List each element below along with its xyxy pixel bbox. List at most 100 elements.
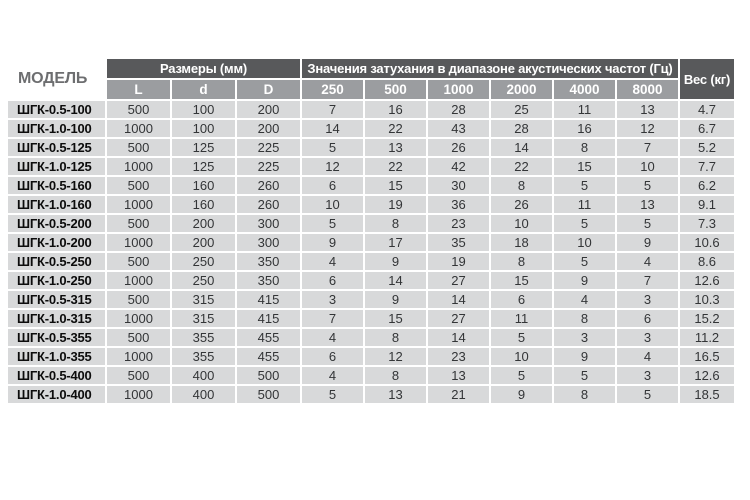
table-row: ШГК-1.0-160 1000 160 260 10 19 36 26 11 13 9.1	[8, 196, 734, 213]
value-cell: 14	[302, 120, 363, 137]
model-cell: ШГК-1.0-250	[8, 272, 105, 289]
value-cell: 250	[172, 272, 235, 289]
table-row: ШГК-1.0-250 1000 250 350 6 14 27 15 9 7 12.6	[8, 272, 734, 289]
value-cell: 35	[428, 234, 489, 251]
value-cell: 11	[554, 101, 615, 118]
value-cell: 9	[365, 253, 426, 270]
value-cell: 13	[365, 139, 426, 156]
model-cell: ШГК-0.5-100	[8, 101, 105, 118]
value-cell: 6.7	[680, 120, 734, 137]
value-cell: 225	[237, 139, 300, 156]
value-cell: 455	[237, 348, 300, 365]
value-cell: 125	[172, 158, 235, 175]
value-cell: 7	[302, 101, 363, 118]
model-cell: ШГК-1.0-160	[8, 196, 105, 213]
value-cell: 22	[365, 158, 426, 175]
value-cell: 5	[554, 215, 615, 232]
value-cell: 8	[491, 253, 552, 270]
value-cell: 1000	[107, 196, 170, 213]
value-cell: 10	[554, 234, 615, 251]
table-row: ШГК-0.5-315 500 315 415 3 9 14 6 4 3 10.3	[8, 291, 734, 308]
value-cell: 17	[365, 234, 426, 251]
model-cell: ШГК-0.5-400	[8, 367, 105, 384]
table-row: ШГК-1.0-125 1000 125 225 12 22 42 22 15 10 7.7	[8, 158, 734, 175]
value-cell: 10	[491, 215, 552, 232]
value-cell: 5	[302, 386, 363, 403]
value-cell: 350	[237, 253, 300, 270]
value-cell: 8.6	[680, 253, 734, 270]
value-cell: 25	[491, 101, 552, 118]
value-cell: 415	[237, 310, 300, 327]
value-cell: 415	[237, 291, 300, 308]
value-cell: 12	[365, 348, 426, 365]
value-cell: 4.7	[680, 101, 734, 118]
value-cell: 14	[428, 329, 489, 346]
value-cell: 315	[172, 310, 235, 327]
model-cell: ШГК-0.5-355	[8, 329, 105, 346]
value-cell: 200	[172, 234, 235, 251]
model-cell: ШГК-0.5-160	[8, 177, 105, 194]
value-cell: 15.2	[680, 310, 734, 327]
freq-col-header-2000: 2000	[491, 80, 552, 99]
value-cell: 4	[617, 253, 678, 270]
value-cell: 5	[491, 329, 552, 346]
value-cell: 355	[172, 329, 235, 346]
value-cell: 100	[172, 120, 235, 137]
value-cell: 22	[491, 158, 552, 175]
table-row: ШГК-0.5-125 500 125 225 5 13 26 14 8 7 5.2	[8, 139, 734, 156]
value-cell: 26	[491, 196, 552, 213]
value-cell: 500	[107, 253, 170, 270]
value-cell: 500	[107, 291, 170, 308]
value-cell: 5	[617, 215, 678, 232]
table-row: ШГК-1.0-400 1000 400 500 5 13 21 9 8 5 18.5	[8, 386, 734, 403]
value-cell: 200	[237, 101, 300, 118]
value-cell: 9.1	[680, 196, 734, 213]
value-cell: 260	[237, 196, 300, 213]
value-cell: 160	[172, 196, 235, 213]
value-cell: 350	[237, 272, 300, 289]
value-cell: 8	[554, 139, 615, 156]
value-cell: 8	[365, 367, 426, 384]
value-cell: 7	[302, 310, 363, 327]
value-cell: 260	[237, 177, 300, 194]
value-cell: 1000	[107, 234, 170, 251]
value-cell: 18.5	[680, 386, 734, 403]
model-cell: ШГК-0.5-200	[8, 215, 105, 232]
value-cell: 27	[428, 272, 489, 289]
freq-col-header-250: 250	[302, 80, 363, 99]
value-cell: 10.6	[680, 234, 734, 251]
table-row: ШГК-0.5-355 500 355 455 4 8 14 5 3 3 11.2	[8, 329, 734, 346]
value-cell: 3	[554, 329, 615, 346]
value-cell: 14	[428, 291, 489, 308]
model-cell: ШГК-1.0-355	[8, 348, 105, 365]
group-header-row: МОДЕЛЬ Размеры (мм) Значения затухания в…	[8, 59, 734, 99]
value-cell: 1000	[107, 386, 170, 403]
value-cell: 6	[617, 310, 678, 327]
table-row: ШГК-0.5-160 500 160 260 6 15 30 8 5 5 6.2	[8, 177, 734, 194]
value-cell: 7	[617, 272, 678, 289]
table-row: ШГК-0.5-400 500 400 500 4 8 13 5 5 3 12.6	[8, 367, 734, 384]
value-cell: 12.6	[680, 272, 734, 289]
value-cell: 6	[302, 177, 363, 194]
freq-col-header-1000: 1000	[428, 80, 489, 99]
value-cell: 8	[554, 386, 615, 403]
value-cell: 300	[237, 234, 300, 251]
table-row: ШГК-1.0-315 1000 315 415 7 15 27 11 8 6 15.2	[8, 310, 734, 327]
value-cell: 4	[554, 291, 615, 308]
value-cell: 1000	[107, 348, 170, 365]
value-cell: 14	[365, 272, 426, 289]
value-cell: 160	[172, 177, 235, 194]
value-cell: 4	[302, 253, 363, 270]
value-cell: 15	[365, 310, 426, 327]
value-cell: 8	[491, 177, 552, 194]
value-cell: 1000	[107, 120, 170, 137]
freq-col-header-8000: 8000	[617, 80, 678, 99]
value-cell: 10	[617, 158, 678, 175]
attenuation-group-header: Значения затухания в диапазоне акустичес…	[302, 59, 678, 78]
table-row: ШГК-1.0-200 1000 200 300 9 17 35 18 10 9 10.6	[8, 234, 734, 251]
value-cell: 315	[172, 291, 235, 308]
value-cell: 6.2	[680, 177, 734, 194]
value-cell: 9	[554, 348, 615, 365]
value-cell: 400	[172, 367, 235, 384]
value-cell: 5	[554, 367, 615, 384]
